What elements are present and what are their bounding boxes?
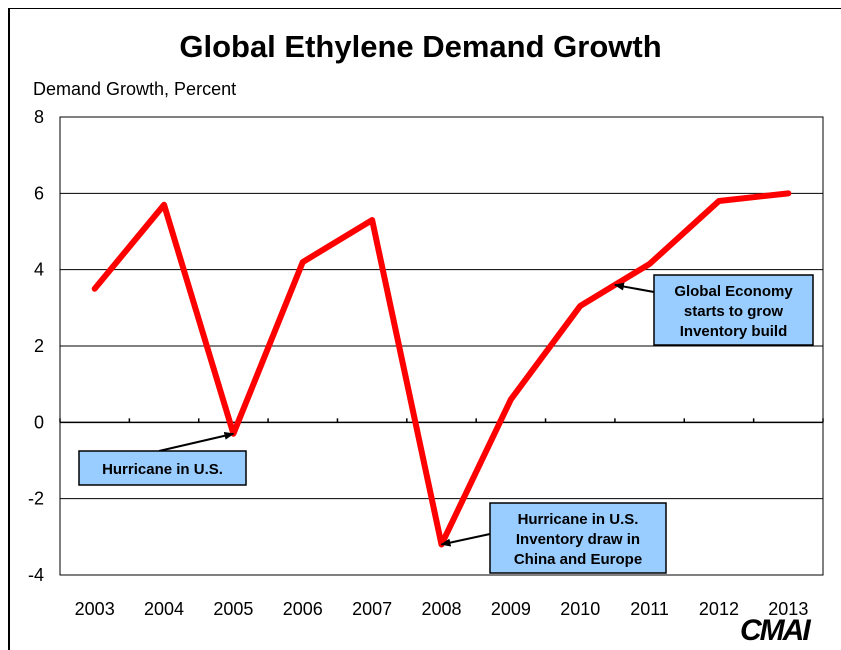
series bbox=[91, 190, 792, 548]
y-tick-label: 4 bbox=[34, 260, 44, 280]
x-tick-label: 2013 bbox=[768, 599, 808, 619]
x-tick-label: 2010 bbox=[560, 599, 600, 619]
x-tick-label: 2004 bbox=[144, 599, 184, 619]
grid bbox=[60, 192, 823, 500]
annotation-text: China and Europe bbox=[514, 551, 642, 568]
series-line bbox=[91, 190, 792, 548]
y-tick-label: 8 bbox=[34, 107, 44, 127]
annotation-text: Hurricane in U.S. bbox=[518, 511, 639, 528]
frame-border-left bbox=[8, 8, 10, 650]
x-tick-label: 2012 bbox=[699, 599, 739, 619]
annotation-text: Hurricane in U.S. bbox=[102, 461, 223, 478]
chart-title: Global Ethylene Demand Growth bbox=[179, 29, 662, 64]
annotation-text: Inventory draw in bbox=[516, 531, 640, 548]
annotation-text: Inventory build bbox=[680, 323, 788, 340]
annotation-box bbox=[78, 450, 247, 486]
y-tick-label: -4 bbox=[28, 565, 44, 585]
y-tick-label: 6 bbox=[34, 183, 44, 203]
annotation-box bbox=[653, 274, 814, 346]
x-tick-label: 2007 bbox=[352, 599, 392, 619]
x-tick-label: 2003 bbox=[75, 599, 115, 619]
y-axis-title: Demand Growth, Percent bbox=[33, 79, 237, 99]
x-tick-label: 2009 bbox=[491, 599, 531, 619]
x-tick-label: 2006 bbox=[283, 599, 323, 619]
annotation-text: starts to grow bbox=[684, 303, 784, 320]
y-tick-label: -2 bbox=[28, 489, 44, 509]
annotation-arrow bbox=[158, 431, 235, 452]
cmai-logo: CMAI bbox=[740, 614, 811, 647]
x-tick-label: 2011 bbox=[630, 599, 669, 619]
annotation-arrow bbox=[613, 282, 655, 293]
plot-area bbox=[59, 116, 824, 576]
annotation-text: Global Economy bbox=[674, 283, 793, 300]
y-tick-label: 0 bbox=[34, 412, 44, 432]
annotation-box bbox=[489, 502, 667, 574]
x-tick-label: 2005 bbox=[213, 599, 253, 619]
axes: -4 -2 0 2 4 6 8 2003 2004 2005 2006 2007 2008 2009 201… bbox=[28, 107, 824, 619]
frame-border-top bbox=[8, 8, 841, 9]
x-tick-label: 2008 bbox=[421, 599, 461, 619]
annotations: Hurricane in U.S. Hurricane in U.S. Invent… bbox=[78, 274, 814, 574]
y-tick-label: 2 bbox=[34, 336, 44, 356]
annotation-arrow bbox=[440, 533, 491, 547]
